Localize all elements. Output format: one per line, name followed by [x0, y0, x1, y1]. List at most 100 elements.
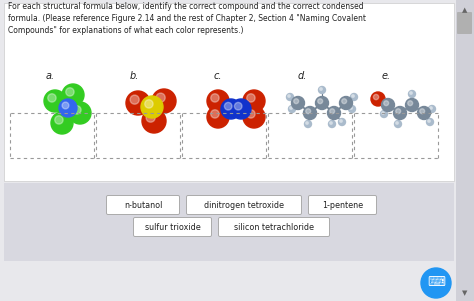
Circle shape	[430, 107, 432, 109]
FancyBboxPatch shape	[457, 12, 472, 34]
Circle shape	[384, 101, 389, 106]
Text: c.: c.	[214, 71, 222, 81]
Circle shape	[382, 112, 384, 114]
Circle shape	[145, 100, 153, 108]
Text: dinitrogen tetroxide: dinitrogen tetroxide	[204, 200, 284, 209]
Circle shape	[306, 122, 309, 124]
Circle shape	[66, 88, 74, 96]
FancyBboxPatch shape	[4, 183, 454, 261]
FancyBboxPatch shape	[186, 196, 301, 215]
Circle shape	[318, 99, 323, 104]
Text: d.: d.	[298, 71, 307, 81]
Circle shape	[44, 90, 66, 112]
Circle shape	[339, 97, 353, 110]
Circle shape	[211, 94, 219, 102]
Circle shape	[330, 109, 335, 114]
Circle shape	[294, 99, 299, 104]
Circle shape	[330, 122, 332, 124]
Circle shape	[352, 95, 355, 97]
Circle shape	[350, 107, 352, 109]
Text: b.: b.	[130, 71, 139, 81]
Circle shape	[421, 268, 451, 298]
Circle shape	[419, 109, 425, 114]
Circle shape	[348, 105, 356, 113]
Circle shape	[286, 94, 293, 101]
Circle shape	[328, 107, 340, 119]
Circle shape	[156, 93, 165, 102]
Circle shape	[290, 107, 292, 109]
Circle shape	[73, 106, 81, 114]
Circle shape	[231, 99, 251, 119]
Circle shape	[427, 119, 434, 126]
Text: ▲: ▲	[462, 7, 468, 13]
Circle shape	[409, 91, 416, 98]
Circle shape	[405, 98, 419, 111]
Circle shape	[126, 91, 150, 115]
Circle shape	[410, 92, 412, 94]
Text: ▼: ▼	[462, 290, 468, 296]
Circle shape	[55, 116, 63, 124]
Circle shape	[306, 109, 310, 114]
Circle shape	[62, 102, 69, 109]
Text: sulfur trioxide: sulfur trioxide	[145, 222, 201, 231]
Circle shape	[303, 107, 317, 119]
FancyBboxPatch shape	[134, 218, 211, 237]
Circle shape	[235, 102, 242, 110]
Circle shape	[316, 97, 328, 110]
Circle shape	[288, 95, 291, 97]
Circle shape	[211, 110, 219, 118]
Circle shape	[350, 94, 357, 101]
Circle shape	[428, 120, 430, 122]
Circle shape	[152, 89, 176, 113]
Circle shape	[247, 94, 255, 102]
Circle shape	[289, 105, 295, 113]
Circle shape	[292, 97, 304, 110]
Circle shape	[393, 107, 407, 119]
Circle shape	[247, 110, 255, 118]
Text: silicon tetrachloride: silicon tetrachloride	[234, 222, 314, 231]
Circle shape	[224, 102, 232, 110]
Circle shape	[408, 101, 413, 106]
Circle shape	[221, 99, 241, 119]
Circle shape	[428, 105, 436, 113]
Circle shape	[146, 113, 155, 122]
Text: 1-pentene: 1-pentene	[322, 200, 363, 209]
Circle shape	[48, 94, 56, 102]
Circle shape	[51, 112, 73, 134]
FancyBboxPatch shape	[219, 218, 329, 237]
FancyBboxPatch shape	[309, 196, 376, 215]
Circle shape	[418, 107, 430, 119]
FancyBboxPatch shape	[107, 196, 180, 215]
FancyBboxPatch shape	[0, 0, 456, 301]
Circle shape	[342, 99, 346, 104]
Circle shape	[141, 96, 163, 118]
Circle shape	[243, 106, 265, 128]
Circle shape	[328, 120, 336, 128]
Circle shape	[207, 90, 229, 112]
FancyBboxPatch shape	[456, 0, 474, 301]
Circle shape	[382, 98, 394, 111]
Circle shape	[340, 120, 342, 122]
Circle shape	[69, 102, 91, 124]
Circle shape	[319, 88, 322, 90]
Text: e.: e.	[382, 71, 391, 81]
Circle shape	[243, 90, 265, 112]
Circle shape	[394, 120, 401, 128]
Circle shape	[142, 109, 166, 133]
Text: n-butanol: n-butanol	[124, 200, 162, 209]
FancyBboxPatch shape	[4, 3, 454, 181]
Circle shape	[319, 86, 326, 94]
Circle shape	[62, 84, 84, 106]
Circle shape	[396, 109, 401, 114]
Circle shape	[371, 92, 385, 106]
Circle shape	[207, 106, 229, 128]
Circle shape	[396, 122, 398, 124]
Circle shape	[338, 119, 346, 126]
Circle shape	[130, 95, 139, 104]
Text: a.: a.	[46, 71, 55, 81]
Circle shape	[381, 110, 388, 117]
Circle shape	[374, 95, 379, 100]
Circle shape	[59, 99, 77, 117]
Text: For each structural formula below, identify the correct compound and the correct: For each structural formula below, ident…	[8, 2, 366, 35]
Circle shape	[304, 120, 311, 128]
